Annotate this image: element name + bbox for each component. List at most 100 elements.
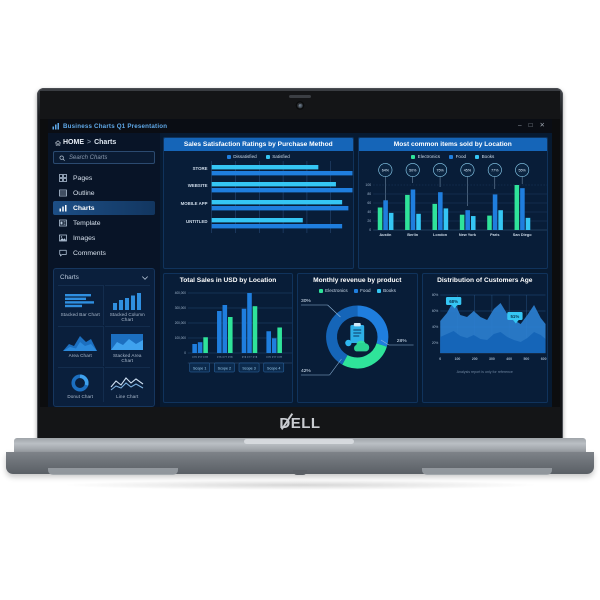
images-icon [59,234,67,242]
sidebar-item-label: Template [73,219,101,227]
legend-label: Books [481,154,495,159]
legend-item[interactable]: Satisfied [265,154,290,159]
laptop-lid: Business Charts Q1 Presentation – □ ✕ [37,88,563,443]
x-subtick: FY8 [253,356,258,359]
breadcrumb-separator: > [87,139,92,146]
close-button[interactable]: ✕ [539,121,545,129]
legend-label: Electronics [417,154,441,159]
clipboard-cloud-icon [345,323,370,352]
most-common-items-svg: 64% 50% 75% 45% [365,163,547,237]
plot-area: 80% 60% 40% 20% [423,287,547,369]
line-thumb [107,372,149,392]
charts-gallery-title: Charts [60,274,79,281]
x-tick: 600 [540,357,546,361]
legend-label: Food [360,288,371,294]
group-label: Scope 1 [193,367,206,371]
card-title: Most common items sold by Location [358,138,547,151]
sidebar-item-template[interactable]: Template [53,216,155,230]
sidebar-item-charts[interactable]: Charts [53,201,155,215]
group-label: Scope 4 [267,367,281,371]
gallery-item-line[interactable]: Line Chart [104,367,150,402]
charts-gallery-header[interactable]: Charts [58,273,150,285]
card-customers-age[interactable]: Distribution of Customers Age [421,273,548,403]
x-tick: 300 [489,357,495,361]
gallery-item-area[interactable]: Area Chart [58,326,104,366]
sidebar-item-label: Comments [73,249,106,257]
card-monthly-revenue[interactable]: Monthly revenue by product Electronics [297,273,418,403]
base-foot-right [422,468,552,475]
tooltip: 51% [506,312,523,324]
legend-item[interactable]: Books [376,288,396,293]
dell-logo: DELL [273,413,326,434]
legend: Electronics Food Books [298,287,417,293]
breadcrumb-home[interactable]: HOME [55,139,84,146]
template-icon [59,219,67,227]
x-tick: San Diego [512,233,531,237]
legend-label: Satisfied [272,154,290,159]
x-tick: London [433,233,448,237]
legend: Dissatisfied Satisfied [164,151,353,161]
sidebar-nav: Pages Outline [53,171,155,260]
sidebar-item-outline[interactable]: Outline [53,186,155,200]
legend-item[interactable]: Books [475,154,494,159]
legend-swatch [449,154,454,159]
gallery-item-stacked-column[interactable]: Stacked Column Chart [104,285,150,325]
area-series-lower [439,331,546,354]
plot-area: 30% 28% 42% [298,293,417,379]
maximize-button[interactable]: □ [528,121,533,129]
minimize-button[interactable]: – [517,121,522,129]
card-title: Total Sales in USD by Location [179,277,277,285]
x-tick: 100 [454,357,460,361]
chevron-down-icon[interactable] [142,275,148,280]
bar-annotation: 50% [409,168,417,172]
legend-swatch [318,288,323,293]
outline-icon [59,189,67,197]
y-tick: 0 [184,351,186,355]
svg-text:STORE: STORE [193,166,208,171]
gallery-item-stacked-area[interactable]: Stacked Area Chart [104,326,150,366]
x-subtick: FY7 [247,356,252,359]
camera-notch [289,95,311,98]
sidebar: HOME > Charts Search Charts [48,133,160,407]
card-sales-satisfaction[interactable]: Sales Satisfaction Ratings by Purchase M… [163,137,354,270]
svg-text:UNTITLED: UNTITLED [186,219,207,224]
bars [377,185,530,230]
search-input[interactable]: Search Charts [53,151,155,164]
legend-item[interactable]: Food [449,154,466,159]
breadcrumb-home-label: HOME [63,139,84,146]
svg-text:WEBSITE: WEBSITE [188,183,208,188]
y-tick: 80% [431,293,438,297]
x-tick: 200 [471,357,477,361]
sidebar-item-label: Charts [73,204,95,212]
x-tick: 500 [523,357,529,361]
chart-note: Analysis report is only for reference [456,370,513,375]
svg-text:MOBILE APP: MOBILE APP [181,201,208,206]
total-sales-svg: 400,000 300,000 200,000 100,000 0 [175,291,293,373]
x-subtick: FY6 [192,356,197,359]
tooltip-label: 68% [449,299,458,304]
plot-area: 64% 50% 75% 45% [359,161,547,239]
card-title: Monthly revenue by product [313,277,402,285]
card-most-common-items[interactable]: Most common items sold by Location Elect… [357,137,548,270]
bar-annotation: 55% [518,168,526,172]
legend-item[interactable]: Electronics [318,288,348,293]
y-tick: 60 [367,201,371,205]
x-subtick: FY6 [267,356,272,359]
donut-label: 30% [301,298,311,304]
stacked-bar-thumb [60,290,101,310]
plot-area: STORE WEBSITE MOBILE APP [164,161,353,233]
legend-item[interactable]: Food [353,288,371,294]
gallery-item-stacked-bar[interactable]: Stacked Bar Chart [58,285,104,325]
y-tick: 0 [369,228,371,232]
legend-item[interactable]: Dissatisfied [226,154,257,159]
sidebar-item-images[interactable]: Images [53,231,155,245]
legend-item[interactable]: Electronics [411,154,440,159]
y-tick: 60% [431,309,438,313]
gallery-item-donut[interactable]: Donut Chart [58,367,104,402]
charts-icon [59,205,67,212]
sidebar-item-pages[interactable]: Pages [53,171,155,185]
base-top-edge [14,438,586,454]
card-total-sales[interactable]: Total Sales in USD by Location [163,273,294,403]
sidebar-item-comments[interactable]: Comments [53,246,155,260]
